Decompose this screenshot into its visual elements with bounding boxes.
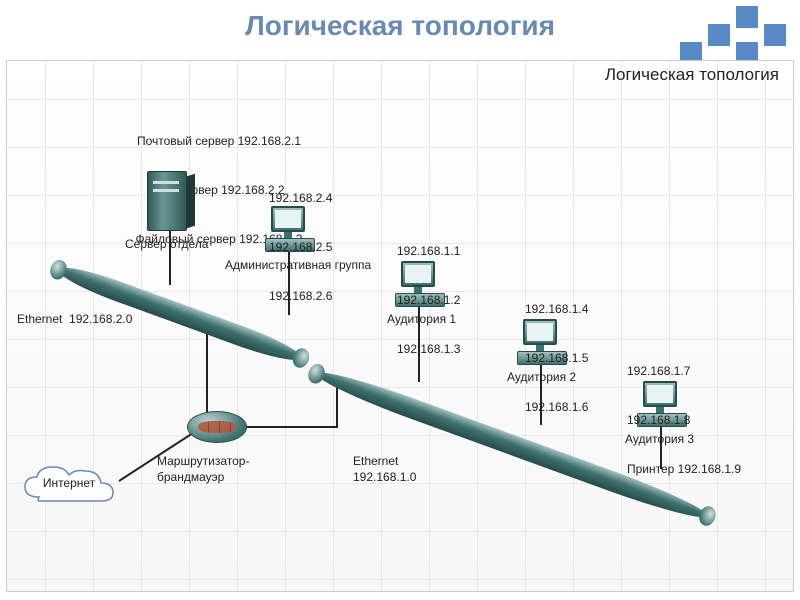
diagram-subtitle: Логическая топология xyxy=(605,65,779,85)
cloud-label: Интернет xyxy=(19,476,119,490)
aud1-label: Аудитория 1 xyxy=(387,311,456,327)
aud2-ips: 192.168.1.4 192.168.1.5 192.168.1.6 xyxy=(525,269,588,447)
admin-ips: 192.168.2.4 192.168.2.5 192.168.2.6 xyxy=(269,158,332,336)
ethernet2-label: Ethernet 192.168.2.0 xyxy=(17,311,132,327)
aud3-label: Аудитория 3 xyxy=(625,431,694,447)
diagram-canvas: Логическая топология Почтовый сервер 192… xyxy=(6,60,794,592)
server-icon xyxy=(147,171,195,231)
accent-dots xyxy=(680,6,790,66)
aud1-ips: 192.168.1.1 192.168.1.2 192.168.1.3 xyxy=(397,211,460,389)
aud2-label: Аудитория 2 xyxy=(507,369,576,385)
admin-label: Административная группа xyxy=(225,257,371,273)
server-label: Сервер отдела xyxy=(125,236,208,252)
router-label: Маршрутизатор- брандмауэр xyxy=(157,453,249,485)
ethernet1-label: Ethernet 192.168.1.0 xyxy=(353,453,416,485)
page-title: Логическая топология xyxy=(245,10,555,42)
header: Логическая топология xyxy=(0,0,800,52)
internet-cloud: Интернет xyxy=(19,461,119,509)
aud3-ips: 192.168.1.7 192.168.1.8 Принтер 192.168.… xyxy=(627,331,741,509)
router-firewall-icon xyxy=(187,411,247,443)
mail-server-ip: Почтовый сервер 192.168.2.1 xyxy=(79,133,359,149)
